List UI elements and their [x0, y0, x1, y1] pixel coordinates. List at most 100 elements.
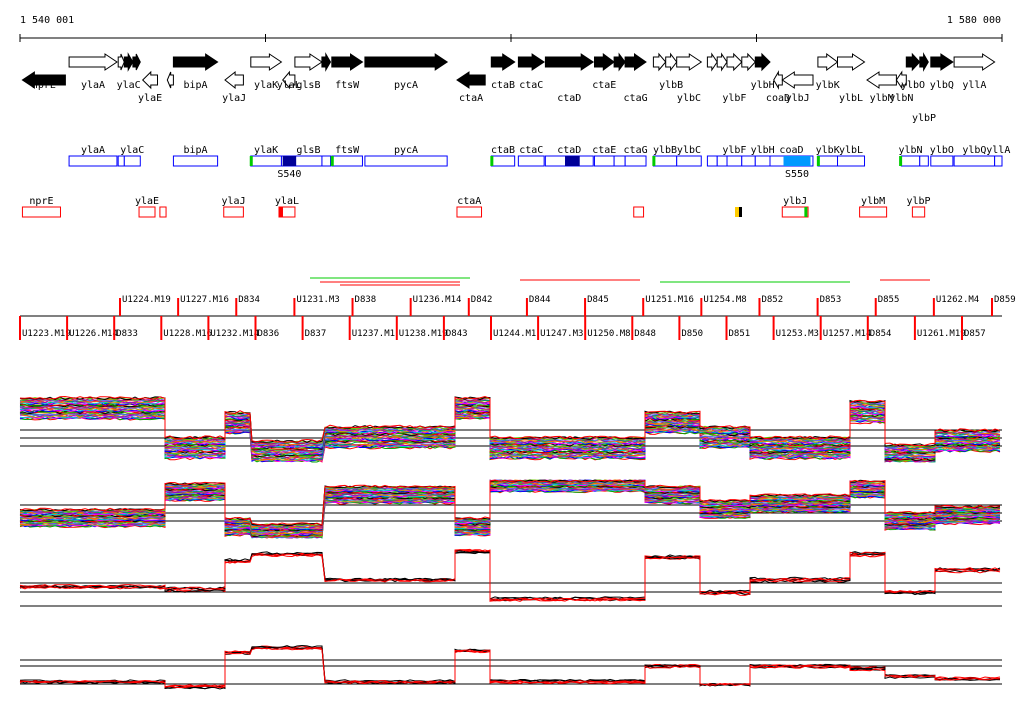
antisense-box[interactable] — [138, 206, 156, 218]
gene-label-ylaL: ylaL — [277, 80, 301, 91]
cds-label-ylbB: ylbB — [653, 145, 677, 156]
antisense-box[interactable] — [456, 206, 483, 218]
gene-arrow-ylaE[interactable] — [141, 70, 158, 90]
expression-tracks — [19, 395, 1002, 690]
antisense-box[interactable] — [859, 206, 888, 218]
segment-label-top: U1231.M3 — [296, 295, 339, 305]
cds-box[interactable] — [331, 155, 363, 167]
gene-arrow-ylaM[interactable] — [321, 52, 332, 72]
gene-arrow-ylbM[interactable] — [866, 71, 897, 89]
gene-arrow-ylbQ[interactable] — [930, 53, 954, 71]
track-panel-3 — [19, 548, 1002, 607]
gene-arrow-ftsW[interactable] — [331, 53, 364, 71]
cds-label-ctaG: ctaG — [624, 145, 648, 156]
antisense-box[interactable] — [911, 206, 926, 218]
cds-box[interactable] — [117, 155, 125, 167]
gene-arrow-ylaC[interactable] — [123, 52, 134, 72]
gene-arrow-ctaA[interactable] — [456, 71, 486, 89]
cds-track[interactable]: ylaA ylaC bipA ylaK glsB ftsW pycA ctaB ctaC ctaD… — [68, 145, 1010, 180]
gene-arrow-ylaL[interactable] — [282, 70, 296, 90]
gene-arrow-coaD[interactable] — [773, 70, 783, 90]
gene-arrow-yllA[interactable] — [953, 53, 996, 71]
cds-box[interactable] — [953, 155, 996, 167]
coord-start-label: 1 540 001 — [20, 15, 74, 26]
gene-arrow-ylbC[interactable] — [676, 53, 703, 71]
cds-box[interactable] — [900, 155, 921, 167]
gene-arrow-ctaF[interactable] — [613, 52, 626, 72]
gene-arrow-ylaF[interactable] — [166, 71, 174, 89]
antisense-box[interactable] — [781, 206, 809, 218]
antisense-track[interactable]: nprE ylaE ylaJ ylaL ctaA ylbJ ylbM ylbP — [21, 196, 931, 218]
gene-arrow-ctaB[interactable] — [490, 53, 516, 71]
gene-label-ylaJ: ylaJ — [222, 93, 246, 104]
segment-label-top: D834 — [238, 295, 260, 305]
gene-arrow-ylbD[interactable] — [706, 52, 718, 72]
cds-box[interactable] — [919, 155, 929, 167]
gene-arrow-ylaK[interactable] — [250, 53, 283, 71]
cds-box[interactable] — [624, 155, 647, 167]
gene-label-ylaE: ylaE — [138, 93, 162, 104]
gene-arrow-ylbL[interactable] — [837, 53, 866, 71]
expression-series — [19, 549, 1001, 602]
gene-arrow-ylaA[interactable] — [68, 53, 118, 71]
gene-arrow-ylbK[interactable] — [817, 53, 839, 71]
gene-arrow-ylbP[interactable] — [919, 52, 929, 72]
gene-arrow-ylbO[interactable] — [905, 52, 921, 72]
antisense-box[interactable] — [159, 206, 167, 218]
gene-arrow-ctaE[interactable] — [594, 53, 615, 71]
cds-box[interactable] — [250, 155, 282, 167]
cds-box[interactable] — [517, 155, 545, 167]
gene-arrow-ylaJ[interactable] — [224, 70, 244, 90]
cds-box[interactable] — [726, 155, 743, 167]
expression-series — [19, 551, 1001, 602]
antisense-box[interactable] — [223, 206, 244, 218]
gene-arrow-ylbG[interactable] — [741, 52, 756, 72]
antisense-box[interactable] — [21, 206, 61, 218]
cds-box[interactable] — [706, 155, 718, 167]
cds-box[interactable] — [817, 155, 839, 167]
gene-arrow-ylbN[interactable] — [895, 70, 907, 90]
gene-arrow-ylbE[interactable] — [716, 52, 728, 72]
gene-arrow-ctaC[interactable] — [517, 53, 546, 71]
cds-box[interactable] — [294, 155, 323, 167]
cds-box[interactable] — [676, 155, 702, 167]
cds-box[interactable] — [652, 155, 678, 167]
cds-box[interactable] — [716, 155, 728, 167]
cds-box[interactable] — [741, 155, 756, 167]
cds-box[interactable] — [837, 155, 866, 167]
cds-box[interactable] — [68, 155, 118, 167]
segment-track[interactable]: U1224.M19 U1227.M16 D834 U1231.M3 D838 U1236.… — [19, 277, 1016, 340]
gene-arrow-ylbJ[interactable] — [781, 71, 814, 89]
antisense-box[interactable] — [633, 206, 645, 218]
gene-arrow-ylbA[interactable] — [652, 52, 667, 72]
cds-box[interactable] — [593, 155, 615, 167]
gene-arrow-ylbB[interactable] — [665, 52, 678, 72]
gene-arrow-ylbF[interactable] — [726, 52, 743, 72]
cds-box[interactable] — [490, 155, 516, 167]
gene-arrow-ylaD[interactable] — [132, 53, 141, 71]
cds-highlight[interactable] — [783, 156, 811, 166]
gene-label-ctaD: ctaD — [557, 93, 581, 104]
cds-box[interactable] — [321, 155, 332, 167]
gene-arrow-ctaD[interactable] — [544, 53, 595, 71]
gene-arrow-ctaG[interactable] — [624, 53, 647, 71]
gene-arrow-ylbH[interactable] — [754, 52, 771, 72]
gene-arrow-nprE[interactable] — [21, 71, 66, 89]
cds-box[interactable] — [994, 155, 1003, 167]
segment-label-top: D852 — [761, 295, 783, 305]
gene-arrow-glsB[interactable] — [294, 53, 323, 71]
cds-box[interactable] — [754, 155, 771, 167]
gene-arrow-pycA[interactable] — [364, 53, 449, 71]
cds-box[interactable] — [930, 155, 954, 167]
segment-label-bottom: U1223.M19 — [22, 329, 71, 339]
gene-arrow-bipA[interactable] — [172, 53, 219, 71]
cds-box[interactable] — [123, 155, 141, 167]
cds-highlight[interactable] — [564, 156, 580, 166]
gene-arrow-ylaB[interactable] — [117, 53, 125, 71]
cds-box[interactable] — [364, 155, 448, 167]
cds-highlight[interactable] — [282, 156, 297, 166]
antisense-label-ylbP: ylbP — [906, 196, 930, 207]
cds-box[interactable] — [172, 155, 219, 167]
cds-box[interactable] — [613, 155, 626, 167]
